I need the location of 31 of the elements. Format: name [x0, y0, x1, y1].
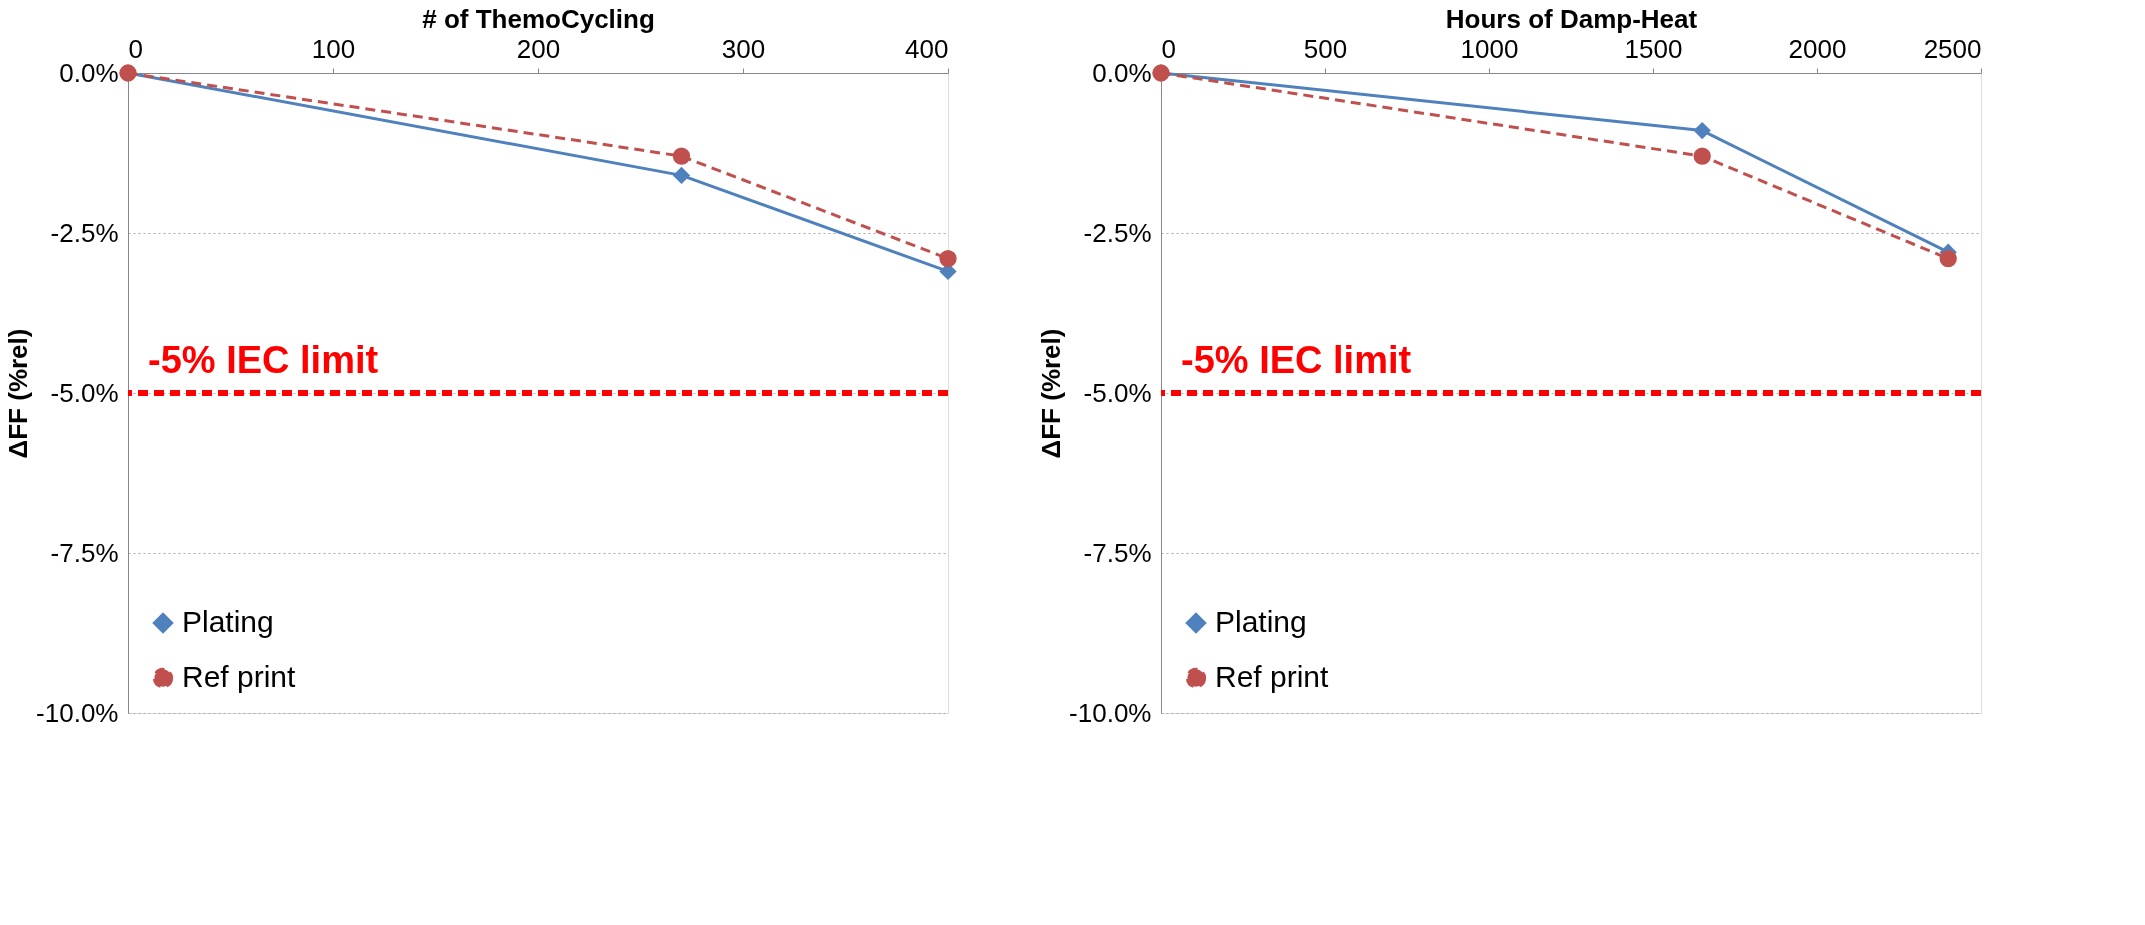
ref-line-label: -5% IEC limit: [148, 339, 379, 381]
x-tick-label: 100: [311, 33, 356, 64]
x-tick-label: 0: [1161, 33, 1176, 64]
x-axis-title: # of ThemoCycling: [422, 3, 655, 34]
x-tick-label: 300: [721, 33, 766, 64]
x-tick-label: 0: [128, 33, 143, 64]
y-tick-label: 0.0%: [1092, 57, 1152, 88]
y-axis-title: ΔFF (%rel): [1036, 328, 1067, 459]
y-axis-title: ΔFF (%rel): [3, 328, 34, 459]
x-tick-label: 2000: [1788, 33, 1847, 64]
ref-line-label: -5% IEC limit: [1181, 339, 1412, 381]
y-tick-label: -5.0%: [1083, 377, 1152, 408]
y-tick-label: -10.0%: [36, 697, 119, 728]
y-tick-label: -10.0%: [1069, 697, 1152, 728]
x-tick-label: 500: [1303, 33, 1348, 64]
y-tick-label: 0.0%: [59, 57, 119, 88]
legend-label: Ref print: [182, 660, 297, 693]
y-tick-label: -2.5%: [1083, 217, 1152, 248]
legend-label: Ref print: [1215, 660, 1330, 693]
x-tick-label: 200: [516, 33, 561, 64]
y-tick-label: -5.0%: [50, 377, 119, 408]
legend-label: Plating: [182, 605, 274, 638]
y-tick-label: -2.5%: [50, 217, 119, 248]
x-tick-label: 1000: [1460, 33, 1519, 64]
x-tick-label: 1500: [1624, 33, 1683, 64]
y-tick-label: -7.5%: [1083, 537, 1152, 568]
x-axis-title: Hours of Damp-Heat: [1445, 3, 1698, 34]
legend-label: Plating: [1215, 605, 1307, 638]
x-tick-label: 2500: [1923, 33, 1982, 64]
y-tick-label: -7.5%: [50, 537, 119, 568]
x-tick-label: 400: [905, 33, 949, 64]
